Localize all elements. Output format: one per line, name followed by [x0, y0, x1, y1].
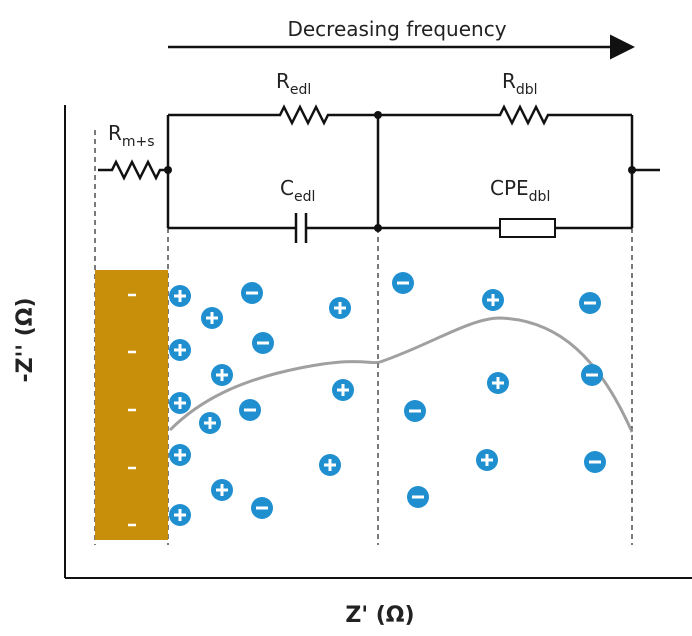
y-axis-label: -Z'' (Ω) — [13, 297, 38, 382]
cation — [169, 392, 191, 414]
anion — [407, 486, 429, 508]
frequency-label: Decreasing frequency — [287, 17, 506, 41]
label-rms: Rm+s — [108, 121, 155, 150]
label-rdbl: Rdbl — [502, 69, 538, 98]
cation — [482, 289, 504, 311]
cation — [199, 412, 221, 434]
cation — [211, 364, 233, 386]
anion — [579, 292, 601, 314]
anion — [252, 332, 274, 354]
electrode-charges — [128, 293, 136, 527]
label-cedl: Cedl — [280, 176, 315, 205]
cation — [169, 444, 191, 466]
label-cpedbl: CPEdbl — [490, 176, 550, 205]
anion — [239, 399, 261, 421]
cation — [329, 297, 351, 319]
cation — [169, 285, 191, 307]
electrode — [95, 270, 168, 540]
x-axis-label: Z' (Ω) — [345, 603, 414, 628]
anion — [251, 497, 273, 519]
cation — [332, 379, 354, 401]
cation — [319, 454, 341, 476]
circuit — [98, 104, 660, 243]
anion — [392, 272, 414, 294]
cation — [487, 372, 509, 394]
cation — [211, 479, 233, 501]
ions — [169, 272, 606, 526]
axes — [64, 105, 692, 579]
cation — [476, 449, 498, 471]
label-redl: Redl — [276, 69, 311, 98]
cation — [169, 339, 191, 361]
anion — [584, 451, 606, 473]
dashed-guides — [94, 130, 633, 545]
anion — [404, 400, 426, 422]
impedance-curve — [168, 316, 634, 433]
anion — [581, 364, 603, 386]
cation — [169, 504, 191, 526]
anion — [241, 282, 263, 304]
cation — [201, 307, 223, 329]
